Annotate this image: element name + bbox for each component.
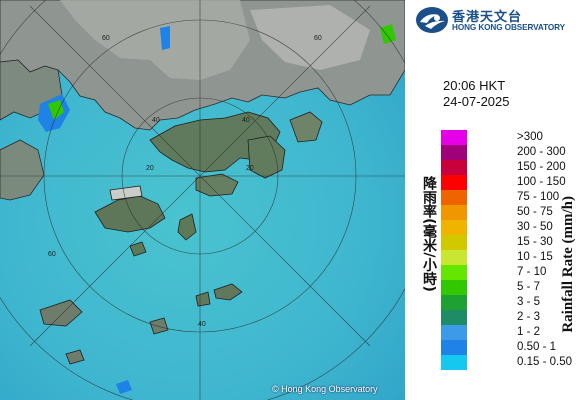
legend-swatch: [441, 145, 467, 160]
org-name-english: HONG KONG OBSERVATORY: [452, 23, 565, 32]
ring-label: 40: [198, 321, 206, 328]
ring-label: 40: [242, 117, 250, 124]
legend-range-label: 10 - 15: [517, 251, 553, 263]
range-ring-labels: 60 60 40 40 20 20 60 40: [48, 35, 322, 328]
rain-echo-south: [116, 380, 132, 394]
radar-map: 60 60 40 40 20 20 60 40 © Hong Kong Obse…: [0, 0, 405, 400]
legend-swatch: [441, 325, 467, 340]
rain-echo-north: [160, 26, 170, 50]
legend-range-label: >300: [517, 131, 543, 143]
legend-swatch: [441, 250, 467, 265]
legend-swatch: [441, 130, 467, 145]
radar-time: 20:06 HKT: [443, 78, 506, 93]
legend-range-label: 150 - 200: [517, 161, 566, 173]
legend-range-label: 30 - 50: [517, 221, 553, 233]
southwest-islands-3: [65, 349, 85, 365]
legend-range-label: 0.15 - 0.50: [517, 356, 572, 368]
hk-island: [195, 173, 239, 197]
ring-label: 20: [146, 165, 154, 172]
legend-range-label: 1 - 2: [517, 326, 541, 338]
copyright-notice: © Hong Kong Observatory: [272, 384, 378, 394]
legend-swatch: [441, 355, 467, 370]
mainland-highland: [250, 5, 370, 70]
legend-swatch: [441, 205, 467, 220]
legend-range-label: 3 - 5: [517, 296, 541, 308]
legend-swatch: [441, 235, 467, 250]
legend-swatch: [441, 190, 467, 205]
observatory-logo-icon: [416, 7, 448, 33]
west-island: [0, 139, 45, 201]
legend-range-label: 0.50 - 1: [517, 341, 556, 353]
range-rings: [0, 0, 405, 400]
ring-label: 40: [152, 117, 160, 124]
org-name-chinese: 香港天文台: [452, 10, 523, 25]
airport-island: [109, 185, 143, 201]
south-islands-2: [195, 291, 211, 307]
legend-swatch: [441, 175, 467, 190]
legend-range-label: 2 - 3: [517, 311, 541, 323]
ring-label: 20: [246, 165, 254, 172]
ring-label: 60: [314, 35, 322, 42]
sai-kung: [247, 135, 286, 179]
legend-swatch: [441, 310, 467, 325]
legend-range-label: 15 - 30: [517, 236, 553, 248]
radar-map-canvas: 60 60 40 40 20 20 60 40: [0, 0, 405, 400]
legend-range-label: 7 - 10: [517, 266, 547, 278]
legend-swatch: [441, 160, 467, 175]
radar-date: 24-07-2025: [443, 94, 510, 109]
unit-label-english: Rainfall Rate (mm/h): [560, 196, 576, 333]
legend-swatch: [441, 295, 467, 310]
legend-range-label: 200 - 300: [517, 146, 566, 158]
east-peninsula: [289, 111, 323, 143]
legend-swatch: [441, 220, 467, 235]
ring-label: 60: [48, 251, 56, 258]
unit-label-chinese: 降雨率(毫米/小時): [421, 176, 437, 292]
lamma-island: [177, 213, 197, 241]
legend-swatch: [441, 340, 467, 355]
legend-panel: 香港天文台 HONG KONG OBSERVATORY 20:06 HKT 24…: [405, 0, 577, 400]
legend-swatch: [441, 265, 467, 280]
southwest-islands-2: [149, 317, 169, 335]
south-islands: [213, 283, 243, 301]
legend-swatch: [441, 280, 467, 295]
legend-range-label: 75 - 100: [517, 191, 560, 203]
cheung-chau: [129, 241, 147, 257]
legend-range-label: 5 - 7: [517, 281, 541, 293]
rain-echo-northeast: [380, 24, 396, 44]
legend-range-label: 50 - 75: [517, 206, 553, 218]
southwest-islands: [39, 299, 83, 327]
ring-label: 60: [102, 35, 110, 42]
legend-range-label: 100 - 150: [517, 176, 566, 188]
rain-echo-west-core: [48, 100, 64, 120]
